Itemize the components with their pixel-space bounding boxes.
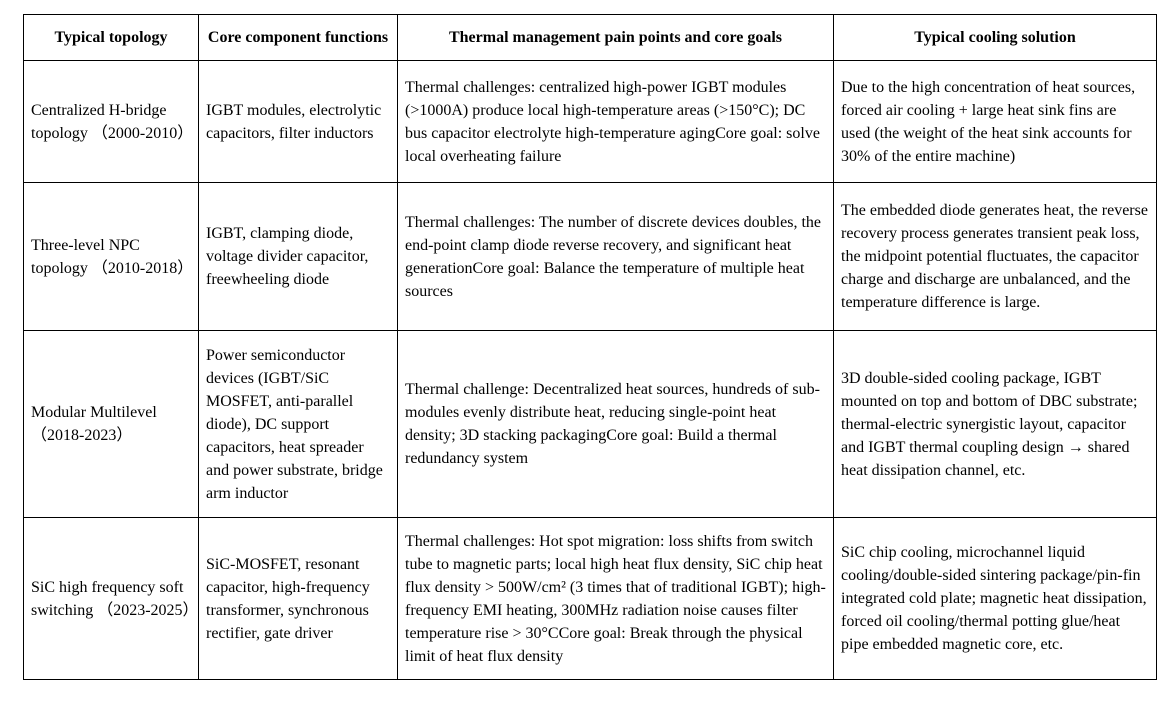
table-row: Modular Multilevel （2018-2023） Power sem… bbox=[23, 330, 1157, 518]
header-core-component-functions: Core component functions bbox=[198, 14, 398, 61]
cell-cooling-solution: SiC chip cooling, microchannel liquid co… bbox=[833, 517, 1157, 680]
cell-pain-points: Thermal challenge: Decentralized heat so… bbox=[397, 330, 834, 518]
cell-topology: Three-level NPC topology （2010-2018） bbox=[23, 182, 199, 331]
table-row: Three-level NPC topology （2010-2018） IGB… bbox=[23, 182, 1157, 331]
cell-components: IGBT modules, electrolytic capacitors, f… bbox=[198, 60, 398, 183]
header-typical-cooling-solution: Typical cooling solution bbox=[833, 14, 1157, 61]
cell-pain-points: Thermal challenges: centralized high-pow… bbox=[397, 60, 834, 183]
cell-pain-points: Thermal challenges: Hot spot migration: … bbox=[397, 517, 834, 680]
cell-topology: SiC high frequency soft switching （2023-… bbox=[23, 517, 199, 680]
cell-cooling-solution: Due to the high concentration of heat so… bbox=[833, 60, 1157, 183]
cell-topology: Modular Multilevel （2018-2023） bbox=[23, 330, 199, 518]
table-row: Centralized H-bridge topology （2000-2010… bbox=[23, 60, 1157, 183]
cell-components: Power semiconductor devices (IGBT/SiC MO… bbox=[198, 330, 398, 518]
header-row: Typical topology Core component function… bbox=[23, 14, 1157, 61]
cell-cooling-solution: 3D double-sided cooling package, IGBT mo… bbox=[833, 330, 1157, 518]
table-row: SiC high frequency soft switching （2023-… bbox=[23, 517, 1157, 680]
header-thermal-pain-points: Thermal management pain points and core … bbox=[397, 14, 834, 61]
cell-pain-points: Thermal challenges: The number of discre… bbox=[397, 182, 834, 331]
cell-cooling-solution: The embedded diode generates heat, the r… bbox=[833, 182, 1157, 331]
cell-components: IGBT, clamping diode, voltage divider ca… bbox=[198, 182, 398, 331]
cell-components: SiC-MOSFET, resonant capacitor, high-fre… bbox=[198, 517, 398, 680]
topology-evolution-table: Typical topology Core component function… bbox=[23, 14, 1157, 680]
header-typical-topology: Typical topology bbox=[23, 14, 199, 61]
cell-topology: Centralized H-bridge topology （2000-2010… bbox=[23, 60, 199, 183]
